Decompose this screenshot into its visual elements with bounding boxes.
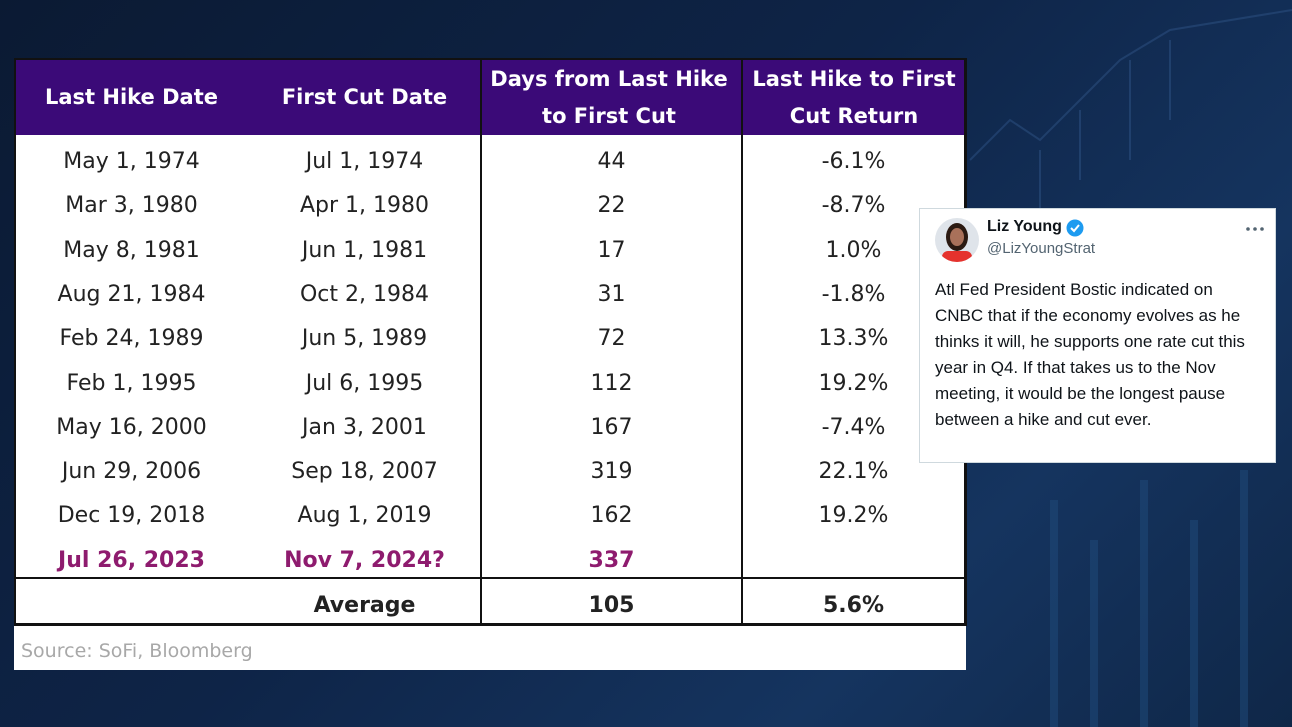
header-cell: First Cut Date — [281, 85, 448, 109]
table-cell: Mar 3, 1980 — [65, 193, 198, 219]
average-cell: 105 — [588, 593, 635, 618]
header-cell: Last Hike to First Cut Return — [752, 66, 956, 128]
table-cell: 19.2% — [818, 370, 889, 396]
table-cell: 1.0% — [825, 237, 882, 263]
table-cell: Jun 5, 1989 — [301, 326, 428, 352]
table-cell: -7.4% — [821, 414, 886, 440]
table-cell: Nov 7, 2024? — [284, 547, 445, 573]
table-cell: Apr 1, 1980 — [299, 193, 430, 219]
header-cell: Days from Last Hike to First Cut — [490, 66, 728, 128]
tweet-text: Atl Fed President Bostic indicated on CN… — [935, 280, 1245, 429]
author-handle[interactable]: @LizYoungStrat — [987, 240, 1096, 257]
table-cell: Sep 18, 2007 — [291, 459, 438, 485]
avatar[interactable] — [934, 217, 980, 263]
table-cell: -1.8% — [821, 281, 886, 307]
table-cell: -6.1% — [821, 149, 886, 174]
table-cell: 22 — [597, 193, 626, 219]
table-cell: Dec 19, 2018 — [57, 503, 206, 529]
table-cell: 22.1% — [818, 459, 889, 485]
table-cell: Feb 24, 1989 — [59, 326, 204, 352]
table-cell: Feb 1, 1995 — [66, 370, 197, 396]
table-header: Last Hike Date First Cut Date Days from … — [16, 60, 964, 135]
table-cell: Jul 1, 1974 — [305, 149, 424, 174]
table-cell: 17 — [597, 237, 626, 263]
table-cell: -8.7% — [821, 193, 886, 219]
table-cell: 44 — [597, 149, 626, 174]
table-cell: 13.3% — [818, 326, 889, 352]
average-cell: Average — [313, 593, 416, 618]
table-cell: 337 — [588, 547, 635, 573]
author-name[interactable]: Liz Young — [987, 218, 1062, 235]
tweet-card: Liz Young @LizYoungStrat Atl Fed Preside… — [919, 208, 1276, 463]
table-cell: 19.2% — [818, 503, 889, 529]
table-cell: Jul 6, 1995 — [305, 370, 424, 396]
table-cell: Oct 2, 1984 — [299, 281, 429, 307]
table-cell: 31 — [597, 281, 626, 307]
table-cell: Jun 29, 2006 — [61, 459, 202, 485]
source-note: Source: SoFi, Bloomberg — [21, 640, 253, 662]
table-cell: May 1, 1974 — [63, 149, 200, 174]
table-cell: May 8, 1981 — [63, 237, 200, 263]
table-cell: Jun 1, 1981 — [301, 237, 428, 263]
row-divider — [16, 577, 964, 579]
table-cell: Jul 26, 2023 — [58, 547, 205, 573]
column-divider — [741, 60, 743, 623]
table-cell: Jan 3, 2001 — [302, 414, 427, 440]
table: Last Hike Date First Cut Date Days from … — [14, 58, 967, 626]
more-menu[interactable] — [1245, 226, 1265, 232]
table-cell: 72 — [597, 326, 626, 352]
average-cell: 5.6% — [822, 593, 884, 618]
table-cell: 167 — [590, 414, 633, 440]
table-cell: 112 — [590, 370, 633, 396]
table-cell: 319 — [590, 459, 633, 485]
table-card: Last Hike Date First Cut Date Days from … — [14, 58, 967, 670]
table-cell: Aug 1, 2019 — [297, 503, 432, 529]
table-cell: 162 — [590, 503, 633, 529]
verified-badge — [1066, 219, 1084, 237]
table-cell: Aug 21, 1984 — [57, 281, 206, 307]
table-cell: May 16, 2000 — [56, 414, 207, 440]
header-cell: Last Hike Date — [44, 85, 218, 109]
column-divider — [480, 60, 482, 623]
